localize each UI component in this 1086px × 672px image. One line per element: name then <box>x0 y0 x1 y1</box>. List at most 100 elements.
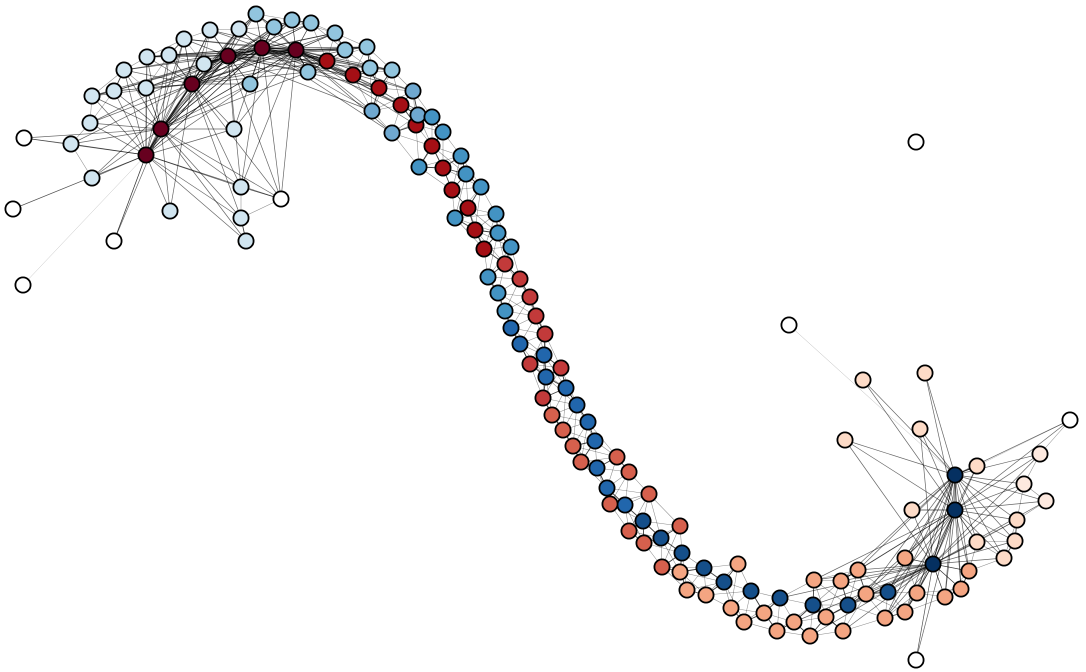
graph-node <box>527 307 545 325</box>
graph-node <box>854 371 872 389</box>
graph-node <box>678 581 696 599</box>
graph-edge <box>976 419 1071 467</box>
graph-edge <box>788 324 956 476</box>
graph-node <box>552 359 570 377</box>
graph-node <box>697 586 715 604</box>
graph-edge <box>954 474 962 590</box>
graph-node <box>511 335 529 353</box>
graph-edge <box>954 474 970 572</box>
graph-node <box>653 558 671 576</box>
graph-edge <box>89 122 147 156</box>
graph-edge <box>954 474 1005 559</box>
graph-edge <box>113 128 162 242</box>
graph-edge <box>919 428 956 476</box>
graph-edge <box>904 509 956 559</box>
graph-node <box>253 39 271 57</box>
graph-node <box>363 102 381 120</box>
graph-node <box>452 147 470 165</box>
graph-node <box>496 255 514 273</box>
graph-edge <box>160 49 297 130</box>
graph-edge <box>924 372 956 511</box>
graph-edge <box>160 128 247 242</box>
graph-node <box>14 276 32 294</box>
graph-edge <box>915 509 956 661</box>
graph-node <box>804 596 822 614</box>
graph-node <box>536 325 554 343</box>
graph-node <box>564 437 582 455</box>
graph-edge <box>954 419 1071 511</box>
graph-node <box>446 209 464 227</box>
graph-node <box>755 604 773 622</box>
graph-node <box>768 622 786 640</box>
graph-node <box>137 79 155 97</box>
graph-node <box>105 232 123 250</box>
graph-edge <box>145 154 171 212</box>
graph-node <box>907 651 925 669</box>
graph-node <box>230 20 248 38</box>
graph-edge <box>915 563 934 661</box>
graph-edge <box>160 55 229 130</box>
graph-node <box>272 190 290 208</box>
graph-node <box>568 396 586 414</box>
graph-edge <box>904 474 956 559</box>
graph-edge <box>857 563 934 571</box>
graph-node <box>557 379 575 397</box>
graph-node <box>423 137 441 155</box>
graph-node <box>673 544 691 562</box>
graph-edge <box>249 49 297 85</box>
graph-node <box>83 169 101 187</box>
graph-node <box>907 133 925 151</box>
graph-node <box>409 106 427 124</box>
graph-node <box>588 459 606 477</box>
graph-node <box>616 496 634 514</box>
graph-edge <box>887 474 956 593</box>
graph-node <box>1006 532 1024 550</box>
graph-edge <box>932 483 1025 565</box>
graph-node <box>671 563 689 581</box>
graph-node <box>318 52 336 70</box>
graph-node <box>459 199 477 217</box>
graph-node <box>201 21 219 39</box>
graph-node <box>161 202 179 220</box>
graph-edge <box>145 128 235 156</box>
graph-edge <box>261 32 336 49</box>
graph-node <box>537 368 555 386</box>
graph-edge <box>954 474 978 543</box>
graph-edge <box>91 128 162 179</box>
graph-edge <box>160 83 193 130</box>
graph-node <box>392 96 410 114</box>
graph-node <box>936 588 954 606</box>
graph-node <box>302 14 320 32</box>
graph-node <box>785 613 803 631</box>
graph-node <box>543 406 561 424</box>
graph-node <box>836 431 854 449</box>
graph-node <box>729 555 747 573</box>
graph-node <box>410 158 428 176</box>
graph-edge <box>295 49 393 134</box>
graph-node <box>946 466 964 484</box>
graph-edge <box>238 28 297 51</box>
graph-node <box>652 529 670 547</box>
graph-node <box>952 580 970 598</box>
graph-edge <box>233 49 297 130</box>
graph-node <box>457 165 475 183</box>
graph-node <box>817 608 835 626</box>
graph-edge <box>295 49 380 89</box>
graph-edge <box>22 154 147 286</box>
graph-node <box>742 582 760 600</box>
graph-edge <box>145 83 251 156</box>
graph-node <box>1037 492 1055 510</box>
graph-node <box>160 46 178 64</box>
graph-edge <box>932 540 1016 565</box>
graph-edge <box>113 154 147 242</box>
graph-edge <box>884 509 956 619</box>
graph-edge <box>113 90 162 130</box>
graph-edge <box>954 453 1041 476</box>
graph-node <box>502 319 520 337</box>
graph-edge <box>261 47 373 112</box>
graph-node <box>911 420 929 438</box>
graph-node <box>434 123 452 141</box>
graph-node <box>137 146 155 164</box>
graph-edge <box>145 49 297 89</box>
